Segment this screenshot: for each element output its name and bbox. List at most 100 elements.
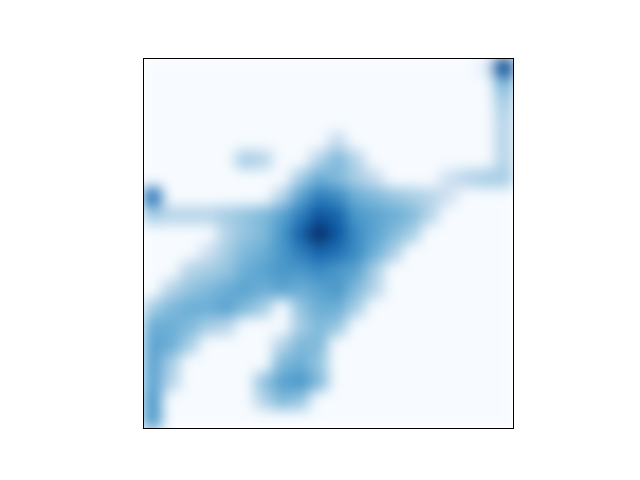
heatmap-cell bbox=[476, 132, 496, 152]
heatmap-cell bbox=[180, 188, 200, 208]
heatmap-cell bbox=[144, 151, 163, 171]
heatmap-cell bbox=[162, 114, 182, 134]
heatmap-cell bbox=[254, 188, 274, 208]
heatmap-cell bbox=[236, 262, 256, 282]
heatmap-cell bbox=[199, 225, 219, 245]
heatmap-cell bbox=[476, 59, 496, 78]
heatmap-cell bbox=[162, 336, 182, 356]
heatmap-cell bbox=[365, 410, 385, 429]
heatmap-cell bbox=[144, 188, 163, 208]
heatmap-cell bbox=[328, 299, 348, 319]
heatmap-cell bbox=[347, 188, 367, 208]
heatmap-cell bbox=[328, 77, 348, 97]
heatmap-cell bbox=[236, 280, 256, 300]
heatmap-cell bbox=[236, 77, 256, 97]
heatmap-cell bbox=[236, 169, 256, 189]
heatmap-cell bbox=[273, 280, 293, 300]
heatmap-cell bbox=[347, 151, 367, 171]
heatmap-cell bbox=[310, 59, 330, 78]
heatmap-cell bbox=[476, 188, 496, 208]
heatmap-cell bbox=[291, 299, 311, 319]
heatmap-cell bbox=[144, 169, 163, 189]
heatmap-cell bbox=[402, 95, 422, 115]
heatmap-cell bbox=[328, 188, 348, 208]
heatmap-cell bbox=[217, 151, 237, 171]
heatmap-cell bbox=[439, 132, 459, 152]
heatmap-cell bbox=[384, 95, 404, 115]
heatmap-cell bbox=[180, 354, 200, 374]
heatmap-cell bbox=[347, 77, 367, 97]
heatmap-cell bbox=[180, 373, 200, 393]
heatmap-cell bbox=[365, 169, 385, 189]
heatmap-cell bbox=[347, 169, 367, 189]
heatmap-cell bbox=[273, 225, 293, 245]
heatmap-cell bbox=[144, 336, 163, 356]
heatmap-cell bbox=[144, 391, 163, 411]
heatmap-cell bbox=[347, 95, 367, 115]
heatmap-cell bbox=[236, 243, 256, 263]
heatmap-cell bbox=[199, 206, 219, 226]
heatmap-cell bbox=[347, 373, 367, 393]
heatmap-cell bbox=[328, 373, 348, 393]
heatmap-cell bbox=[180, 206, 200, 226]
heatmap-cell bbox=[291, 262, 311, 282]
heatmap-cell bbox=[310, 391, 330, 411]
heatmap-cell bbox=[347, 354, 367, 374]
heatmap-cell bbox=[328, 95, 348, 115]
heatmap-cell bbox=[384, 280, 404, 300]
heatmap-cell bbox=[254, 262, 274, 282]
heatmap-cell bbox=[199, 391, 219, 411]
heatmap-cell bbox=[328, 336, 348, 356]
heatmap-cell bbox=[495, 280, 514, 300]
heatmap-cell bbox=[199, 169, 219, 189]
heatmap-cell bbox=[365, 243, 385, 263]
heatmap-cell bbox=[365, 206, 385, 226]
heatmap-cell bbox=[180, 391, 200, 411]
heatmap-cell bbox=[199, 262, 219, 282]
heatmap-cell bbox=[273, 132, 293, 152]
chart bbox=[0, 0, 640, 480]
heatmap-cell bbox=[402, 280, 422, 300]
heatmap-cell bbox=[217, 354, 237, 374]
heatmap-cell bbox=[310, 206, 330, 226]
heatmap-cell bbox=[144, 373, 163, 393]
heatmap-cell bbox=[365, 299, 385, 319]
heatmap-cell bbox=[365, 373, 385, 393]
heatmap-cell bbox=[384, 188, 404, 208]
heatmap-cell bbox=[347, 243, 367, 263]
heatmap-cell bbox=[254, 132, 274, 152]
heatmap-cell bbox=[310, 77, 330, 97]
heatmap-cell bbox=[254, 336, 274, 356]
heatmap-cell bbox=[476, 243, 496, 263]
heatmap-cell bbox=[458, 188, 478, 208]
heatmap-cell bbox=[328, 243, 348, 263]
heatmap-cell bbox=[347, 262, 367, 282]
heatmap-cell bbox=[476, 206, 496, 226]
heatmap-cell bbox=[495, 410, 514, 429]
heatmap-cell bbox=[310, 299, 330, 319]
heatmap-cell bbox=[291, 391, 311, 411]
heatmap-cell bbox=[439, 151, 459, 171]
heatmap-cell bbox=[254, 391, 274, 411]
heatmap-cell bbox=[458, 410, 478, 429]
heatmap-cell bbox=[199, 354, 219, 374]
heatmap-cell bbox=[365, 77, 385, 97]
heatmap-cell bbox=[254, 151, 274, 171]
heatmap-cell bbox=[365, 114, 385, 134]
heatmap-cell bbox=[254, 317, 274, 337]
heatmap-cell bbox=[402, 373, 422, 393]
heatmap-cell bbox=[458, 132, 478, 152]
heatmap-cell bbox=[162, 391, 182, 411]
heatmap-cell bbox=[458, 206, 478, 226]
heatmap-cell bbox=[402, 410, 422, 429]
heatmap-cell bbox=[254, 354, 274, 374]
heatmap-cell bbox=[310, 336, 330, 356]
heatmap-cell bbox=[199, 114, 219, 134]
heatmap-cell bbox=[458, 77, 478, 97]
heatmap-cell bbox=[273, 151, 293, 171]
heatmap-cell bbox=[384, 243, 404, 263]
heatmap-cell bbox=[291, 243, 311, 263]
heatmap-cell bbox=[384, 114, 404, 134]
heatmap-cell bbox=[310, 114, 330, 134]
heatmap-cell bbox=[495, 225, 514, 245]
